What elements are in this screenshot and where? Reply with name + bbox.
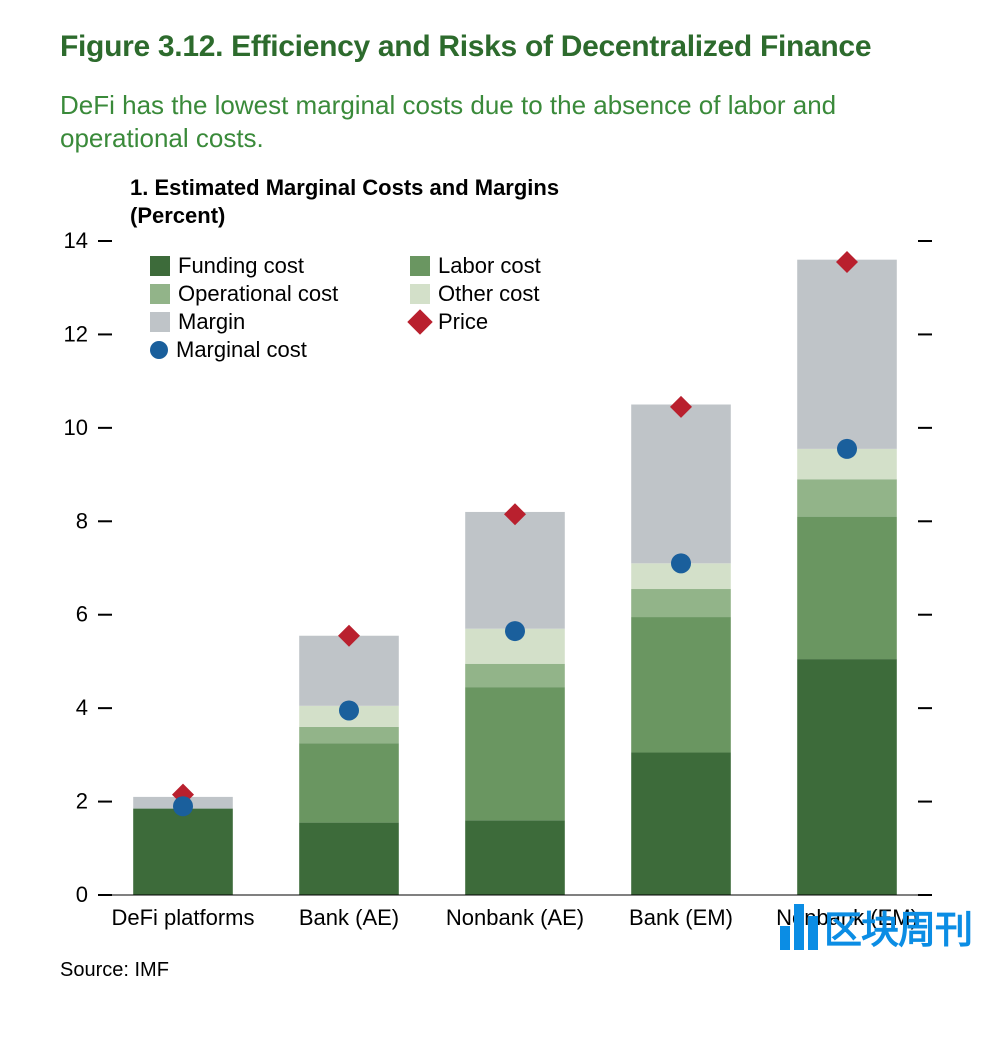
watermark-bars-icon	[780, 904, 818, 950]
legend-swatch	[410, 284, 430, 304]
bar-segment	[631, 617, 731, 752]
bar-segment	[299, 727, 399, 743]
legend-swatch	[407, 309, 432, 334]
figure-container: Figure 3.12. Efficiency and Risks of Dec…	[0, 0, 1002, 1002]
source-label: Source: IMF	[60, 959, 962, 982]
legend-item: Operational cost	[150, 281, 370, 307]
legend-swatch	[150, 341, 168, 359]
bar-segment	[631, 589, 731, 617]
marginal-cost-marker	[837, 439, 857, 459]
svg-text:12: 12	[64, 321, 88, 346]
figure-subtitle: DeFi has the lowest marginal costs due t…	[60, 89, 962, 154]
bar-segment	[797, 260, 897, 449]
legend-swatch	[150, 256, 170, 276]
legend-item: Funding cost	[150, 253, 370, 279]
x-axis-label: Nonbank (AE)	[446, 905, 584, 930]
bar-segment	[299, 743, 399, 822]
marginal-cost-marker	[173, 796, 193, 816]
legend-item: Margin	[150, 309, 370, 335]
legend-label: Funding cost	[178, 253, 304, 279]
legend-label: Price	[438, 309, 488, 335]
legend-label: Margin	[178, 309, 245, 335]
x-axis-label: Bank (AE)	[299, 905, 399, 930]
legend-item: Marginal cost	[150, 337, 370, 363]
bar-segment	[299, 823, 399, 895]
bar-segment	[797, 479, 897, 516]
bar-segment	[465, 820, 565, 895]
bar-segment	[465, 512, 565, 629]
legend-item: Price	[410, 309, 630, 335]
svg-text:4: 4	[76, 695, 88, 720]
legend-label: Operational cost	[178, 281, 338, 307]
marginal-cost-marker	[339, 700, 359, 720]
legend-label: Marginal cost	[176, 337, 307, 363]
svg-text:14: 14	[64, 231, 88, 253]
bar-segment	[797, 517, 897, 659]
bar-segment	[465, 687, 565, 820]
legend-item: Labor cost	[410, 253, 630, 279]
bar-segment	[133, 809, 233, 895]
legend-label: Labor cost	[438, 253, 541, 279]
bar-segment	[631, 405, 731, 564]
chart-legend: Funding cost Labor cost Operational cost Ot…	[150, 253, 630, 365]
svg-text:2: 2	[76, 789, 88, 814]
bar-segment	[797, 659, 897, 895]
chart-area: Funding cost Labor cost Operational cost Ot…	[40, 231, 962, 951]
svg-text:6: 6	[76, 602, 88, 627]
svg-text:0: 0	[76, 882, 88, 907]
x-axis-label: DeFi platforms	[111, 905, 254, 930]
marginal-cost-marker	[505, 621, 525, 641]
legend-label: Other cost	[438, 281, 539, 307]
legend-swatch	[150, 284, 170, 304]
svg-text:10: 10	[64, 415, 88, 440]
figure-title: Figure 3.12. Efficiency and Risks of Dec…	[60, 30, 962, 64]
legend-swatch	[150, 312, 170, 332]
legend-swatch	[410, 256, 430, 276]
x-axis-label: Bank (EM)	[629, 905, 733, 930]
bar-segment	[631, 753, 731, 895]
chart-title-line1: 1. Estimated Marginal Costs and Margins	[130, 175, 559, 200]
bar-segment	[465, 664, 565, 687]
watermark: 区块周刊	[780, 899, 972, 954]
chart-title: 1. Estimated Marginal Costs and Margins …	[130, 174, 962, 229]
svg-text:8: 8	[76, 508, 88, 533]
watermark-text: 区块周刊	[824, 899, 972, 954]
legend-item: Other cost	[410, 281, 630, 307]
chart-title-line2: (Percent)	[130, 203, 225, 228]
marginal-cost-marker	[671, 553, 691, 573]
